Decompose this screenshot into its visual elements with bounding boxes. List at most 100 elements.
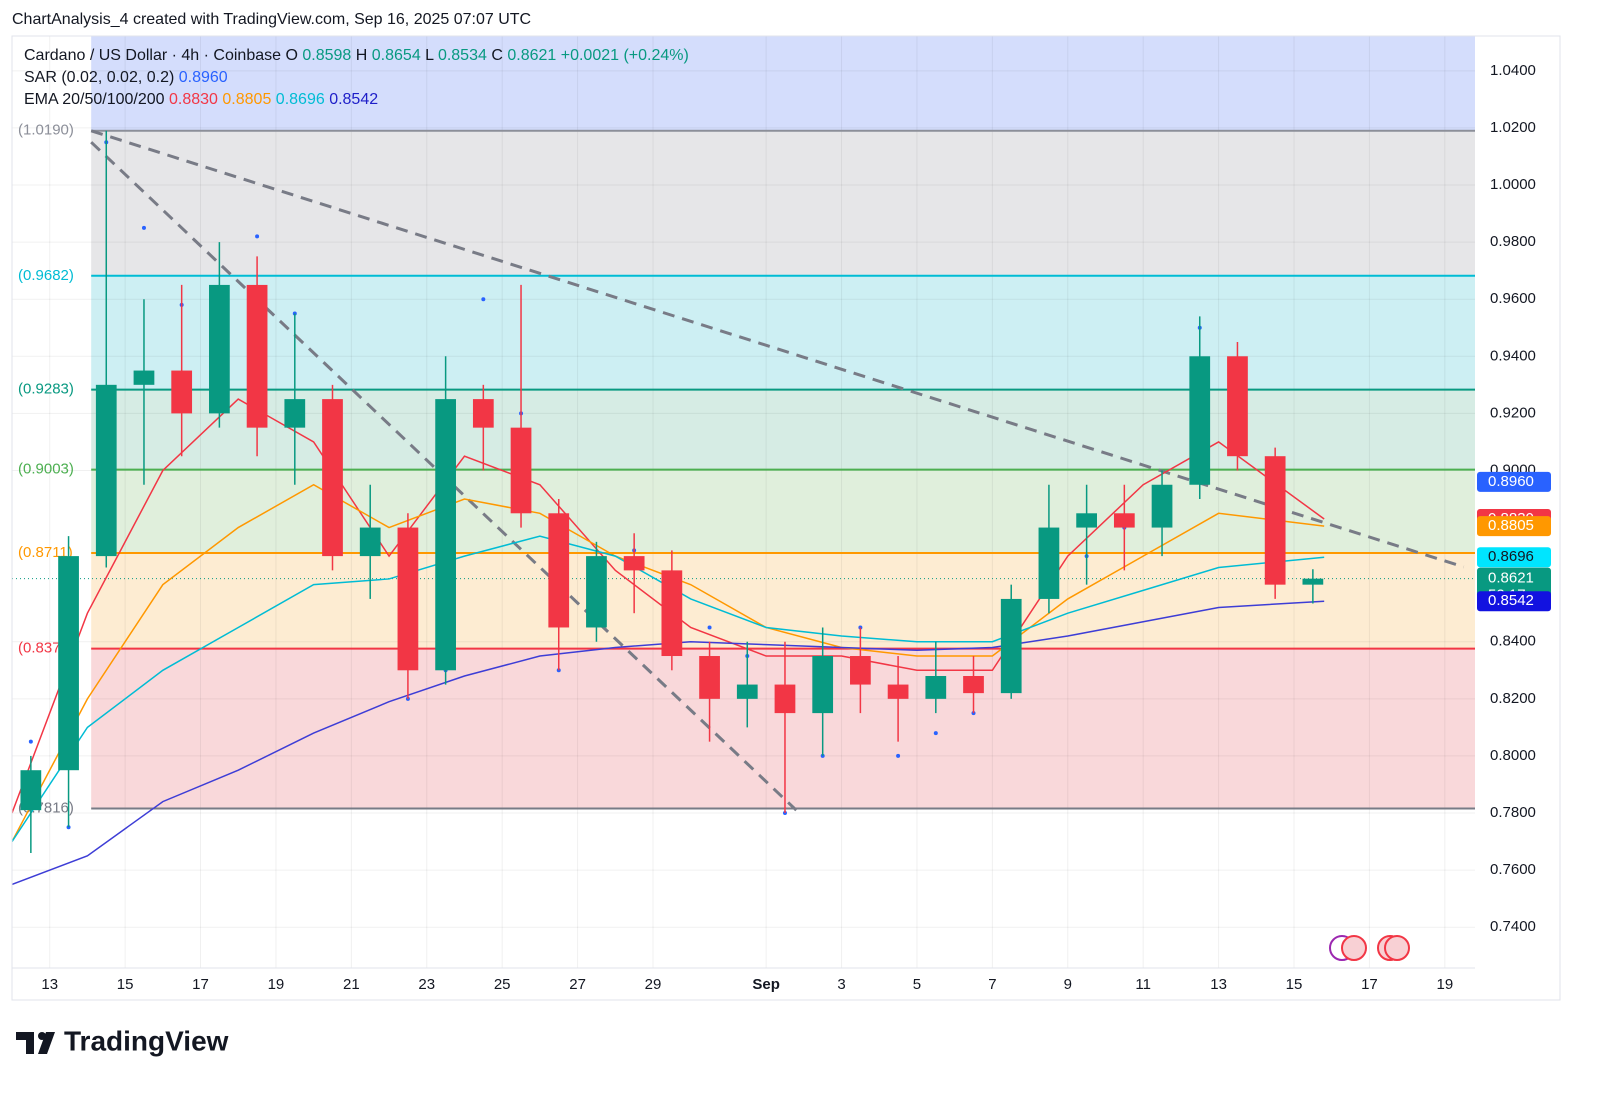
- candle-body: [1000, 598, 1022, 694]
- candle-body: [623, 556, 645, 571]
- fib-zone: [91, 36, 1475, 131]
- price-badge: [1477, 547, 1551, 568]
- symbol-name: Cardano / US Dollar · 4h · Coinbase: [24, 47, 281, 64]
- legend-row: Cardano / US Dollar · 4h · Coinbase O 0.…: [24, 47, 689, 64]
- logo[interactable]: TradingView: [16, 1025, 229, 1056]
- fib-zone: [91, 648, 1475, 809]
- candle-body: [774, 684, 796, 714]
- ema-label: EMA 20/50/100/200: [24, 91, 165, 108]
- ohlc-value: 0.8621: [507, 47, 556, 64]
- fib-level-label: (0.9003): [18, 461, 74, 478]
- chart-border: [11, 35, 1561, 1001]
- candle-body: [246, 284, 268, 428]
- ema-value: 0.8542: [329, 91, 378, 108]
- price-badge-label: 0.8696: [1488, 548, 1534, 565]
- ohlc-value: 0.8598: [302, 47, 351, 64]
- event-flags[interactable]: [1329, 935, 1410, 961]
- candle-body: [963, 676, 984, 694]
- candle-body: [510, 427, 532, 514]
- x-tick-label: 25: [494, 976, 511, 993]
- candle-body: [133, 370, 155, 385]
- y-tick-label: 0.9800: [1490, 233, 1536, 250]
- x-tick-label: 13: [41, 976, 58, 993]
- price-badges: 0.89600.88300.88050.86960.862152:170.854…: [1477, 471, 1551, 612]
- candle-body: [397, 527, 419, 671]
- candle-body: [1189, 356, 1211, 485]
- price-badge: [1477, 516, 1551, 537]
- fib-zone: [91, 469, 1475, 553]
- axes: 1.0400 1.0200 1.0000 0.9800 0.9600 0.9400 0.92…: [41, 62, 1536, 993]
- x-tick-label: 23: [418, 976, 435, 993]
- price-badge: [1477, 591, 1551, 612]
- price-badge-label: 0.8621: [1488, 570, 1534, 587]
- x-tick-label: 7: [988, 976, 996, 993]
- ohlc-value: 0.8654: [372, 47, 421, 64]
- candle-body: [661, 570, 683, 657]
- price-change: +0.0021 (+0.24%): [561, 47, 689, 64]
- y-tick-label: 0.7600: [1490, 861, 1536, 878]
- ohlc-key: O: [285, 47, 297, 64]
- sar-dot: [255, 234, 260, 239]
- price-badge-label: 0.8805: [1488, 517, 1534, 534]
- candle-body: [1227, 356, 1248, 457]
- y-tick-label: 0.9600: [1490, 290, 1536, 307]
- x-tick-label: 19: [1436, 976, 1453, 993]
- x-tick-label: 3: [837, 976, 845, 993]
- y-tick-label: 1.0000: [1490, 176, 1536, 193]
- sar-label: SAR (0.02, 0.02, 0.2): [24, 69, 174, 86]
- ohlc-key: L: [425, 47, 434, 64]
- x-tick-label: 17: [1361, 976, 1378, 993]
- fib-zone: [91, 130, 1475, 276]
- y-tick-label: 1.0400: [1490, 62, 1536, 79]
- logo-mark[interactable]: [16, 1032, 55, 1054]
- x-tick-label: 27: [569, 976, 586, 993]
- price-badge-label: 0.8542: [1488, 592, 1534, 609]
- logo-dot[interactable]: [38, 1032, 46, 1040]
- candle-body: [20, 770, 42, 811]
- sar-dot: [481, 297, 486, 302]
- flag-icon[interactable]: [1384, 935, 1410, 961]
- fib-zone: [91, 275, 1475, 390]
- candle-body: [812, 656, 834, 714]
- sar-dot: [707, 625, 712, 630]
- ohlc-value: 0.8534: [438, 47, 487, 64]
- candle-body: [209, 284, 230, 414]
- ema-line: [12, 600, 1325, 886]
- ohlc-key: C: [491, 47, 503, 64]
- logo-text[interactable]: TradingView: [64, 1025, 229, 1056]
- candle-body: [322, 399, 343, 557]
- candle-body: [1151, 484, 1173, 528]
- candle-body: [472, 399, 494, 428]
- header: ChartAnalysis_4 created with TradingView…: [12, 11, 531, 28]
- x-tick-label: 29: [645, 976, 662, 993]
- fib-level-label: (0.9283): [18, 381, 74, 398]
- sar-dot: [896, 753, 901, 758]
- y-tick-label: 0.8000: [1490, 747, 1536, 764]
- legend: Cardano / US Dollar · 4h · Coinbase O 0.…: [24, 47, 689, 108]
- candle-body: [887, 684, 909, 699]
- ema-value: 0.8696: [276, 91, 325, 108]
- y-tick-label: 1.0200: [1490, 119, 1536, 136]
- sar-dot: [28, 739, 33, 744]
- candle-body: [1076, 513, 1097, 528]
- candle-body: [1113, 513, 1135, 528]
- ema-line: [12, 483, 1325, 842]
- y-tick-label: 0.9400: [1490, 347, 1536, 364]
- flag-icon[interactable]: [1341, 935, 1367, 961]
- candle-body: [1038, 527, 1060, 599]
- x-tick-label: 11: [1135, 976, 1151, 993]
- plot-area: (1.0190)(0.9682)(0.9283)(0.9003)(0.8711)…: [12, 36, 1475, 968]
- candle-body: [850, 656, 871, 685]
- candle-body: [548, 513, 570, 628]
- fib-level-label: (0.9682): [18, 267, 74, 284]
- y-tick-label: 0.9200: [1490, 404, 1536, 421]
- x-tick-label: 15: [117, 976, 134, 993]
- x-tick-label: 17: [192, 976, 209, 993]
- candle-body: [699, 656, 720, 699]
- legend-row: EMA 20/50/100/200 0.8830 0.8805 0.8696 0…: [24, 91, 378, 108]
- candle-body: [736, 684, 758, 699]
- candle-body: [435, 399, 456, 671]
- candle-body: [1264, 456, 1286, 585]
